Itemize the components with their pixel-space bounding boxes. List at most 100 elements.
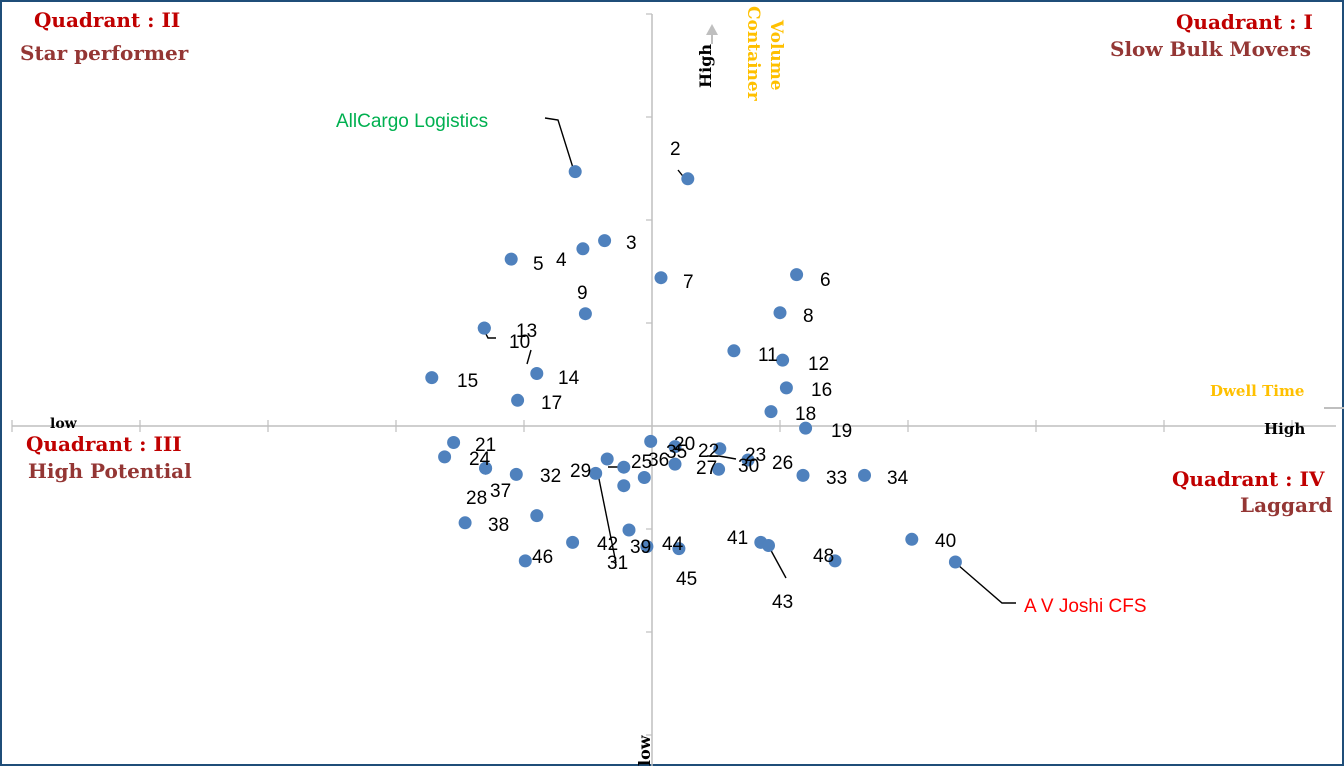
data-point-44 [640, 540, 654, 553]
label-42: 42 [597, 534, 618, 555]
label-9: 9 [577, 283, 588, 304]
label-46: 46 [532, 547, 553, 568]
label-4: 4 [556, 250, 567, 271]
label-22: 22 [698, 441, 719, 462]
data-point-6 [790, 268, 804, 282]
label-6: 6 [820, 270, 831, 291]
y-axis-title-line1: Container [743, 6, 763, 102]
data-point-47 [566, 535, 580, 549]
label-38: 38 [488, 515, 509, 536]
label-32: 32 [540, 466, 561, 487]
data-point-39 [530, 509, 544, 523]
data-point-20 [644, 434, 658, 448]
data-point-3 [598, 234, 612, 248]
label-37: 37 [490, 481, 511, 502]
y-axis-title-line2: Volume [766, 19, 786, 91]
label-40: 40 [935, 531, 956, 552]
x-axis-low-label: low [50, 416, 78, 432]
label-19: 19 [831, 421, 852, 442]
data-point-5 [504, 252, 518, 266]
data-point-32 [509, 467, 523, 481]
data-point-37 [479, 461, 493, 475]
data-point-38 [458, 516, 472, 530]
data-point-16 [779, 381, 793, 395]
x-axis-ticks [11, 420, 1293, 432]
data-point-19 [799, 421, 813, 435]
label-11: 11 [758, 345, 778, 366]
label-10: 10 [509, 332, 530, 353]
label-8: 8 [803, 306, 814, 327]
quadrant-3-title: Quadrant : III [26, 432, 182, 456]
label-21: 21 [475, 435, 496, 456]
y-axis-ticks [646, 13, 652, 736]
label-43: 43 [772, 592, 793, 613]
label-15: 15 [457, 371, 478, 392]
label-27: 27 [696, 458, 717, 479]
data-point-34 [858, 468, 871, 482]
data-points [425, 165, 962, 569]
y-axis-arrow-icon [706, 24, 718, 35]
label-13: 13 [516, 321, 537, 342]
label-48: 48 [813, 546, 834, 567]
data-point-15 [425, 371, 439, 385]
leader-42 [597, 473, 617, 564]
y-axis-low-label: low [635, 734, 654, 766]
point-labels: AllCargo Logistics A V Joshi CFS 2 3 4 5… [336, 111, 1147, 617]
data-point-11 [727, 344, 741, 358]
quadrant-4-subtitle: Laggard [1240, 493, 1332, 517]
data-point-40 [905, 532, 919, 546]
data-point-36 [617, 479, 631, 493]
label-35: 35 [666, 442, 687, 463]
quadrant-2-title: Quadrant : II [34, 8, 180, 32]
data-point-18 [764, 405, 778, 419]
label-33: 33 [826, 468, 847, 489]
data-point-23 [713, 442, 727, 456]
data-point-26 [741, 453, 755, 467]
leader-joshi [957, 564, 1016, 604]
data-point-29 [589, 466, 603, 480]
label-29: 29 [570, 461, 591, 482]
data-point-25 [617, 460, 631, 474]
data-point-13 [477, 321, 491, 335]
leader-22 [707, 455, 737, 460]
leader-allcargo [544, 117, 575, 172]
label-allcargo: AllCargo Logistics [336, 111, 488, 132]
label-5: 5 [533, 254, 544, 275]
label-41: 41 [727, 528, 748, 549]
y-axis-high-label: High [696, 44, 715, 88]
label-14: 14 [558, 368, 580, 389]
label-36: 36 [648, 450, 669, 471]
data-point-46 [518, 554, 532, 568]
quadrant-1-title: Quadrant : I [1176, 10, 1313, 34]
data-point-31 [600, 452, 614, 466]
axes [11, 13, 1336, 766]
data-point-33 [796, 468, 810, 482]
data-point-8 [773, 306, 787, 320]
data-point-35 [637, 471, 651, 484]
leader-10 [526, 349, 532, 365]
label-20: 20 [674, 434, 695, 455]
label-30: 30 [738, 456, 759, 477]
data-point-2 [681, 172, 695, 186]
quadrant-2-subtitle: Star performer [20, 41, 189, 65]
label-17: 17 [541, 393, 562, 414]
data-point-24 [438, 450, 452, 464]
data-point-12 [776, 353, 790, 367]
data-point-17 [511, 393, 525, 407]
data-point-9 [578, 307, 592, 321]
label-12: 12 [808, 354, 829, 375]
label-28: 28 [466, 488, 487, 509]
label-23: 23 [745, 445, 766, 466]
data-point-30 [712, 462, 726, 476]
label-joshi: A V Joshi CFS [1024, 596, 1147, 617]
data-point-21 [447, 436, 461, 449]
label-25: 25 [631, 452, 652, 473]
data-point-allcargo-logistics [568, 165, 582, 179]
data-point-14 [530, 367, 544, 380]
quadrant-3-subtitle: High Potential [28, 459, 192, 483]
quadrant-1-subtitle: Slow Bulk Movers [1110, 37, 1311, 61]
label-34: 34 [887, 468, 909, 489]
label-16: 16 [811, 380, 832, 401]
